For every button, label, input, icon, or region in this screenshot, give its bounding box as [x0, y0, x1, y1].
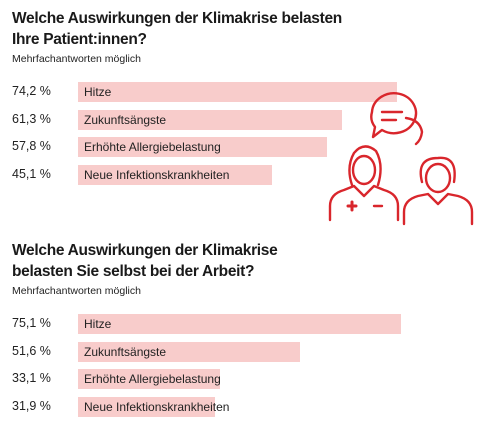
bar-row: 74,2 % Hitze	[0, 80, 489, 106]
bar-row: 75,1 % Hitze	[0, 312, 489, 338]
bar-value-label: 75,1 %	[12, 316, 51, 330]
bar-value-label: 74,2 %	[12, 84, 51, 98]
bar-row: 51,6 % Zukunftsängste	[0, 340, 489, 366]
bar-row: 45,1 % Neue Infektionskrankheiten	[0, 163, 489, 189]
patient-icon	[402, 156, 474, 226]
bar	[78, 369, 221, 389]
bar-value-label: 51,6 %	[12, 343, 51, 358]
bar-row: 33,1 % Erhöhte Allergiebelastung	[0, 367, 489, 393]
bar-value-label: 45,1 %	[12, 166, 51, 181]
chart-subtitle: Mehrfachantworten möglich	[12, 53, 141, 65]
chart-title: Welche Auswirkungen der Klimakrise belas…	[12, 242, 278, 280]
bar	[78, 109, 342, 130]
bar-row: 57,8 % Erhöhte Allergiebelastung	[0, 135, 489, 161]
chart-patients: Welche Auswirkungen der Klimakrise belas…	[0, 10, 489, 226]
bar-value-label: 33,1 %	[12, 371, 51, 385]
chart-self: Welche Auswirkungen der Klimakrise belas…	[0, 232, 489, 421]
bar-category-label: Hitze	[84, 85, 112, 99]
bar	[78, 396, 216, 417]
bar	[78, 341, 300, 362]
bar-category-label: Neue Infektionskrankheiten	[84, 399, 230, 414]
doctor-icon	[328, 145, 400, 222]
chart-subtitle: Mehrfachantworten möglich	[12, 285, 141, 297]
bar-category-label: Neue Infektionskrankheiten	[84, 167, 230, 182]
bar-category-label: Erhöhte Allergiebelastung	[84, 372, 221, 386]
bar-value-label: 57,8 %	[12, 139, 51, 153]
speech-bubble-icon	[370, 92, 424, 146]
bar-category-label: Hitze	[84, 317, 112, 331]
bar-value-label: 31,9 %	[12, 398, 51, 413]
chart-title: Welche Auswirkungen der Klimakrise belas…	[12, 10, 342, 48]
doctor-patient-conversation-icon	[328, 92, 474, 226]
bar	[78, 137, 327, 157]
bar-category-label: Zukunftsängste	[84, 344, 167, 359]
bar-row: 31,9 % Neue Infektionskrankheiten	[0, 395, 489, 421]
bar	[78, 314, 401, 334]
bar-value-label: 61,3 %	[12, 111, 51, 126]
bar	[78, 82, 398, 102]
bar-category-label: Zukunftsängste	[84, 112, 167, 127]
bar-category-label: Erhöhte Allergiebelastung	[84, 140, 221, 154]
bar	[78, 164, 272, 185]
bar-row: 61,3 % Zukunftsängste	[0, 108, 489, 134]
